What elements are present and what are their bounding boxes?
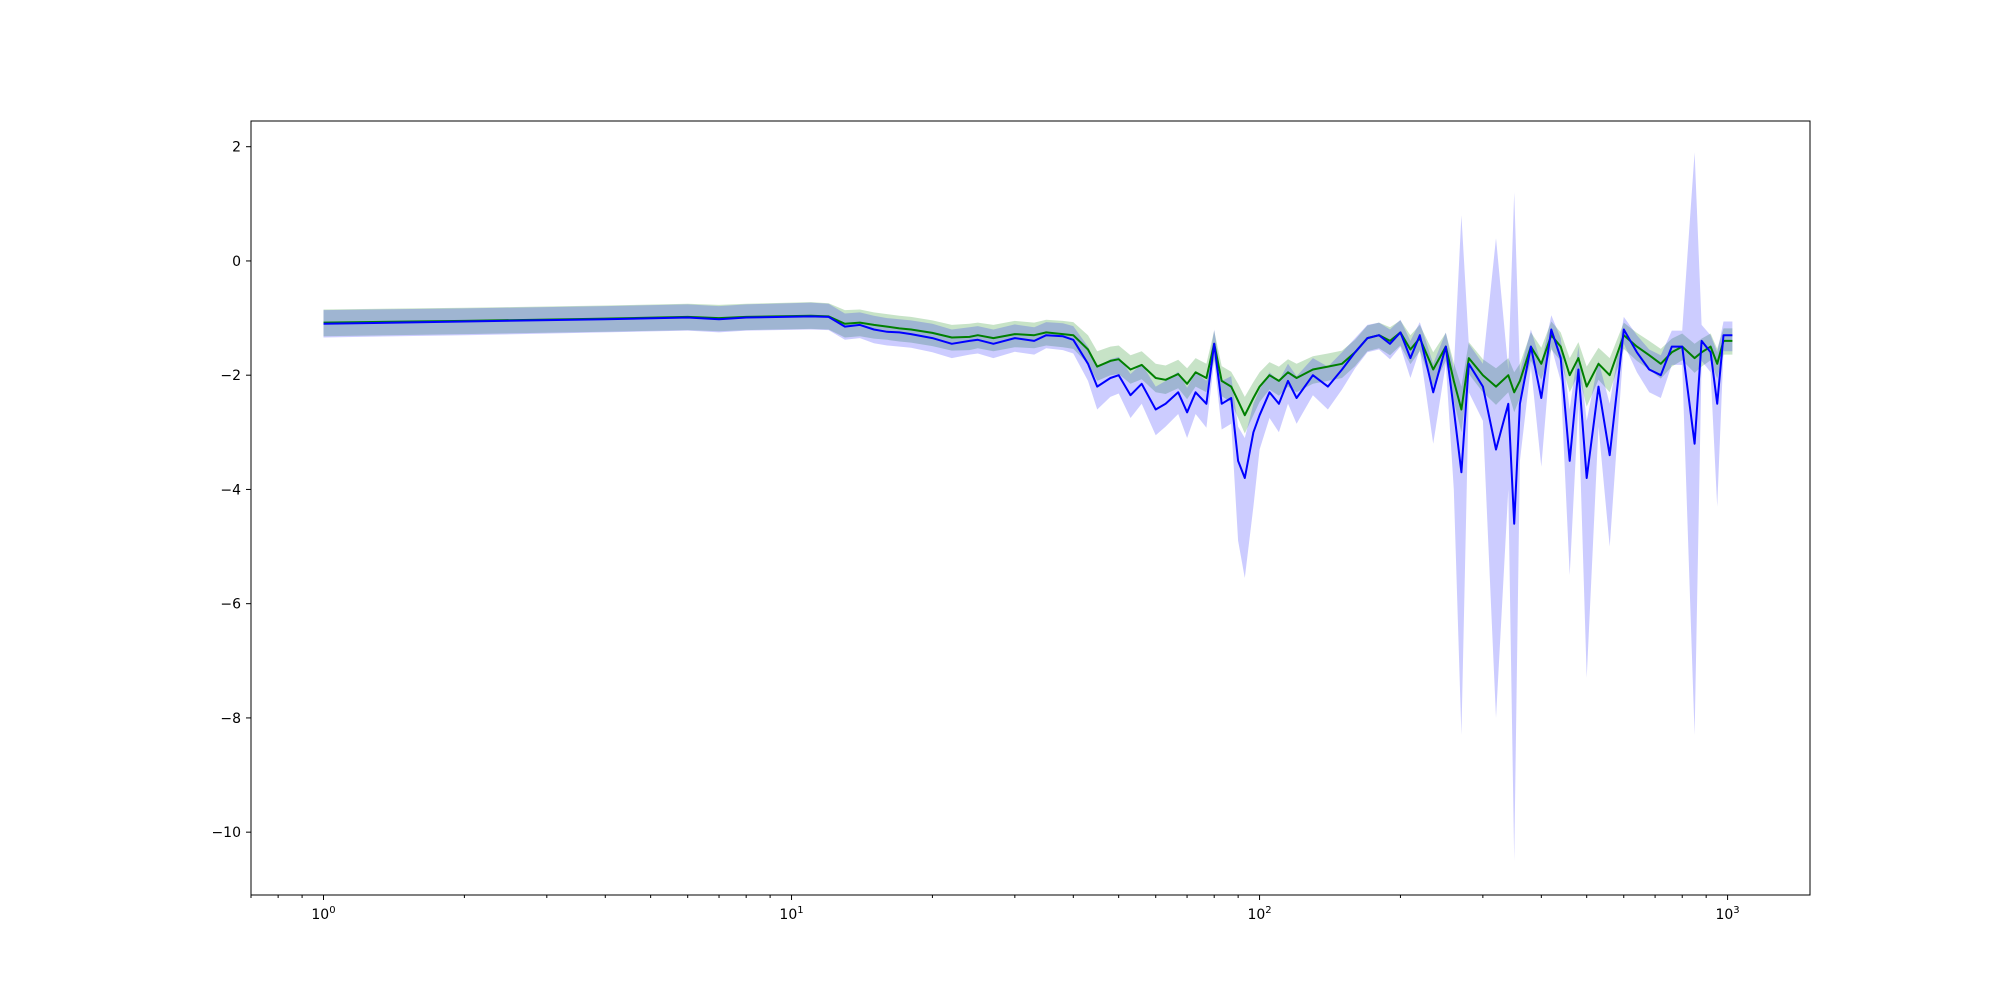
y-tick-label: 0 xyxy=(232,254,241,270)
y-tick-label: −6 xyxy=(220,597,241,613)
y-tick-label: −4 xyxy=(220,482,241,498)
plot-frame xyxy=(250,120,1811,896)
x-tick-label: 101 xyxy=(779,905,803,923)
y-tick-label: −2 xyxy=(220,368,241,384)
y-tick-label: 2 xyxy=(232,140,241,156)
x-tick-label: 100 xyxy=(311,905,335,923)
y-tick-label: −8 xyxy=(220,711,241,727)
series-lines xyxy=(323,314,1733,525)
y-axis: 2 0 −2 −4 −6 −8 −10 xyxy=(211,140,251,841)
y-tick-label: −10 xyxy=(211,825,241,841)
series-1-band xyxy=(323,152,1733,861)
x-tick-label: 102 xyxy=(1247,905,1271,923)
x-tick-label: 103 xyxy=(1715,905,1739,923)
x-axis: 100 101 102 103 xyxy=(250,895,1740,923)
series-1-line xyxy=(323,315,1733,525)
series-0-line xyxy=(323,314,1733,417)
